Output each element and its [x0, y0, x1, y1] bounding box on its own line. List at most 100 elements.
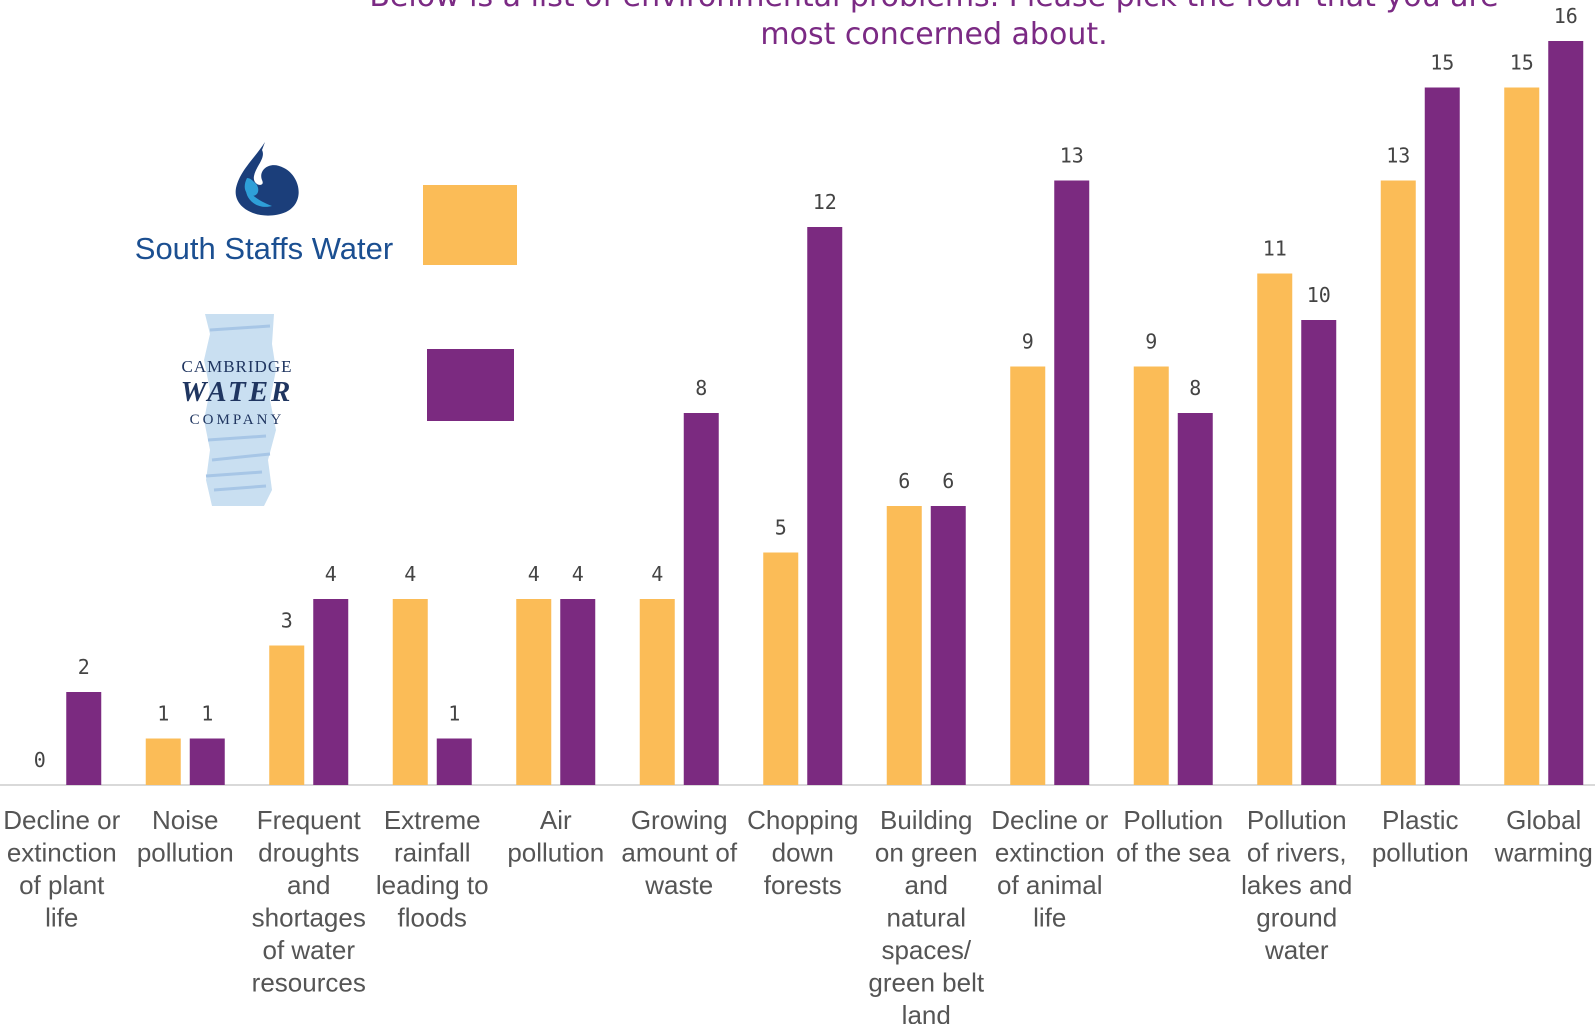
- data-label-series-1-category-11: 11: [1263, 237, 1287, 261]
- bar-series-2-category-6: [683, 413, 719, 785]
- category-label-5: Air pollution: [507, 805, 604, 868]
- data-label-series-2-category-2: 1: [201, 702, 213, 726]
- data-label-series-2-category-7: 12: [813, 190, 837, 214]
- category-label-11: Pollution of rivers, lakes and ground water: [1241, 805, 1352, 965]
- category-label-line: pollution: [507, 838, 604, 868]
- data-label-series-2-category-12: 15: [1430, 51, 1454, 75]
- water-drop-small-icon: [244, 178, 259, 196]
- category-label-line: Global: [1506, 805, 1581, 835]
- bar-series-1-category-2: [145, 738, 181, 785]
- legend-swatch-south-staffs: [423, 185, 517, 265]
- data-label-series-1-category-5: 4: [528, 562, 540, 586]
- bar-series-1-category-7: [763, 552, 799, 785]
- category-label-line: Pollution: [1123, 805, 1223, 835]
- data-label-series-1-category-3: 3: [281, 609, 293, 633]
- category-label-13: Global warming: [1494, 805, 1593, 868]
- bar-series-2-category-8: [930, 506, 966, 785]
- bar-series-2-category-5: [560, 599, 596, 785]
- water-ripple-image: [204, 314, 276, 506]
- data-label-series-2-category-11: 10: [1307, 283, 1331, 307]
- category-label-12: Plastic pollution: [1372, 805, 1469, 868]
- category-label-line: Extreme: [384, 805, 481, 835]
- category-label-line: Noise: [152, 805, 218, 835]
- category-label-line: of animal: [997, 870, 1103, 900]
- south-staffs-water-logo: South Staffs Water: [135, 142, 393, 266]
- category-label-10: Pollution of the sea: [1116, 805, 1231, 868]
- category-label-7: Chopping down forests: [747, 805, 858, 900]
- category-label-line: extinction: [7, 838, 117, 868]
- water-drop-highlight-icon: [245, 186, 272, 207]
- bar-series-1-category-8: [886, 506, 922, 785]
- data-label-series-1-category-7: 5: [775, 516, 787, 540]
- bars-layer: [66, 41, 1584, 785]
- data-label-series-1-category-10: 9: [1145, 330, 1157, 354]
- category-label-line: waste: [644, 870, 713, 900]
- category-label-line: life: [1033, 903, 1066, 933]
- bar-series-2-category-7: [807, 227, 843, 785]
- category-label-line: green belt: [868, 968, 984, 998]
- cambridge-logo-text-top: CAMBRIDGE: [181, 357, 292, 376]
- bar-series-1-category-5: [516, 599, 552, 785]
- category-label-9: Decline or extinction of animal life: [991, 805, 1108, 933]
- bar-series-2-category-9: [1054, 180, 1090, 785]
- bar-series-1-category-11: [1257, 273, 1293, 785]
- bar-series-2-category-1: [66, 692, 102, 785]
- category-label-line: spaces/: [881, 935, 971, 965]
- bar-series-1-category-4: [392, 599, 428, 785]
- category-label-line: land: [902, 1000, 951, 1024]
- category-label-line: and: [287, 870, 330, 900]
- data-label-series-2-category-10: 8: [1189, 376, 1201, 400]
- data-label-series-2-category-8: 6: [942, 469, 954, 493]
- category-label-line: natural: [887, 903, 967, 933]
- bar-series-2-category-11: [1301, 320, 1337, 785]
- category-label-line: Pollution: [1247, 805, 1347, 835]
- data-label-series-1-category-12: 13: [1386, 144, 1410, 168]
- data-label-series-2-category-6: 8: [695, 376, 707, 400]
- data-label-series-2-category-9: 13: [1060, 144, 1084, 168]
- legend-swatch-cambridge: [427, 349, 514, 421]
- bar-series-1-category-12: [1380, 180, 1416, 785]
- category-label-line: of plant: [19, 870, 105, 900]
- category-label-line: Frequent: [257, 805, 362, 835]
- category-label-line: pollution: [137, 838, 234, 868]
- category-label-2: Noise pollution: [137, 805, 234, 868]
- category-label-3: Frequent droughts and shortages of water reso…: [252, 805, 366, 998]
- category-label-line: on green: [875, 838, 978, 868]
- cambridge-water-logo: CAMBRIDGE WATER COMPANY: [181, 314, 294, 506]
- bar-series-1-category-9: [1010, 366, 1046, 785]
- data-label-series-2-category-1: 2: [78, 655, 90, 679]
- category-label-8: Building on green and natural spaces/green b…: [868, 805, 984, 1024]
- category-label-line: ground: [1256, 903, 1337, 933]
- category-label-line: floods: [398, 903, 467, 933]
- chart-title: Below is a list of environmental problem…: [369, 0, 1498, 52]
- category-label-line: extinction: [995, 838, 1105, 868]
- category-label-1: Decline or extinction of plant life: [3, 805, 120, 933]
- bar-series-1-category-10: [1133, 366, 1169, 785]
- category-label-line: warming: [1494, 838, 1593, 868]
- data-label-series-2-category-3: 4: [325, 562, 337, 586]
- category-label-line: lakes and: [1241, 870, 1352, 900]
- data-label-series-1-category-1: 0: [34, 748, 46, 772]
- bar-series-1-category-3: [269, 645, 305, 785]
- cambridge-logo-text-mid: WATER: [181, 376, 294, 408]
- category-label-line: Chopping: [747, 805, 858, 835]
- chart-title-line-1: Below is a list of environmental problem…: [369, 0, 1498, 14]
- data-label-series-1-category-9: 9: [1022, 330, 1034, 354]
- category-label-line: of water: [263, 935, 356, 965]
- data-label-series-2-category-5: 4: [572, 562, 584, 586]
- category-label-line: and: [905, 870, 948, 900]
- legend: South Staffs Water CAMBRIDGE WATER COMPA…: [135, 142, 517, 506]
- chart-title-line-2: most concerned about.: [760, 17, 1107, 52]
- category-label-line: Air: [540, 805, 572, 835]
- category-label-line: shortages: [252, 903, 366, 933]
- category-label-line: Growing: [631, 805, 728, 835]
- bar-series-1-category-6: [639, 599, 675, 785]
- category-label-line: rainfall: [394, 838, 471, 868]
- category-label-line: down: [772, 838, 834, 868]
- bar-series-2-category-13: [1548, 41, 1584, 785]
- category-label-line: water: [1264, 935, 1329, 965]
- category-label-4: Extreme rainfall leading to floods: [376, 805, 489, 933]
- bar-series-2-category-4: [436, 738, 472, 785]
- category-label-line: resources: [252, 968, 366, 998]
